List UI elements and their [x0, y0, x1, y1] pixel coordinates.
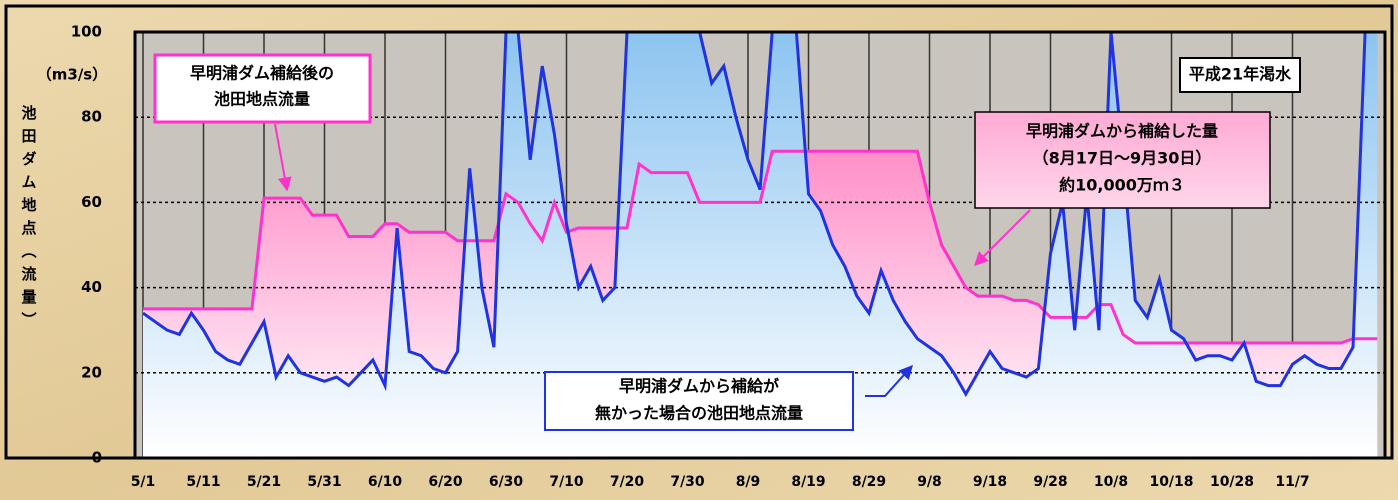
x-tick-label: 9/28 [1033, 474, 1067, 490]
annotation-box [153, 53, 372, 124]
x-tick-label: 5/21 [247, 474, 281, 490]
y-tick-label: 0 [92, 449, 102, 467]
y-unit: （m3/s） [37, 66, 107, 84]
series-line [142, 32, 1378, 398]
arrow [274, 123, 292, 192]
x-tick-label: 11/7 [1275, 474, 1309, 490]
annotation-box [974, 111, 1271, 209]
series-line [143, 149, 1378, 345]
x-tick-label: 10/18 [1149, 474, 1193, 490]
annotation: 早明浦ダムから補給が [619, 377, 779, 396]
x-tick-label: 10/8 [1094, 474, 1128, 490]
x-tick-label: 6/10 [368, 474, 403, 490]
y-tick-label: 60 [81, 193, 102, 211]
y-axis-label: 池田ダム地点（流量） [20, 104, 38, 335]
y-tick-label: 20 [81, 363, 102, 381]
x-tick-label: 5/11 [186, 474, 220, 490]
x-tick-label: 5/1 [131, 474, 156, 490]
annotation: 早明浦ダムから補給した量 [1026, 122, 1218, 141]
y-tick-label: 40 [81, 278, 102, 296]
annotation-box [1179, 57, 1301, 93]
arrow [865, 364, 913, 397]
x-tick-label: 5/31 [307, 474, 341, 490]
x-tick-label: 8/29 [852, 474, 886, 490]
y-tick-label: 80 [81, 108, 102, 126]
plot-border [133, 30, 1387, 460]
x-tick-label: 9/18 [973, 474, 1007, 490]
x-tick-label: 7/10 [549, 474, 584, 490]
area [143, 32, 1378, 458]
x-tick-label: 7/20 [610, 474, 645, 490]
x-tick-label: 8/9 [736, 474, 761, 490]
annotation: 平成21年渇水 [1189, 65, 1292, 84]
annotation-box [544, 371, 854, 431]
x-tick-label: 10/28 [1210, 474, 1254, 490]
arrow [974, 209, 1031, 266]
annotation: （8月17日～9月30日） [1033, 149, 1212, 168]
annotation: 約10,000万ｍ３ [1059, 176, 1185, 195]
annotation: 早明浦ダム補給後の [190, 64, 334, 83]
y-tick-label: 100 [71, 23, 102, 41]
x-tick-label: 6/30 [489, 474, 524, 490]
x-tick-label: 8/19 [791, 474, 825, 490]
x-tick-label: 6/20 [428, 474, 463, 490]
x-tick-label: 7/30 [670, 474, 705, 490]
annotation: 池田地点流量 [214, 90, 310, 109]
x-tick-label: 9/8 [917, 474, 942, 490]
annotation: 無かった場合の池田地点流量 [595, 404, 803, 423]
